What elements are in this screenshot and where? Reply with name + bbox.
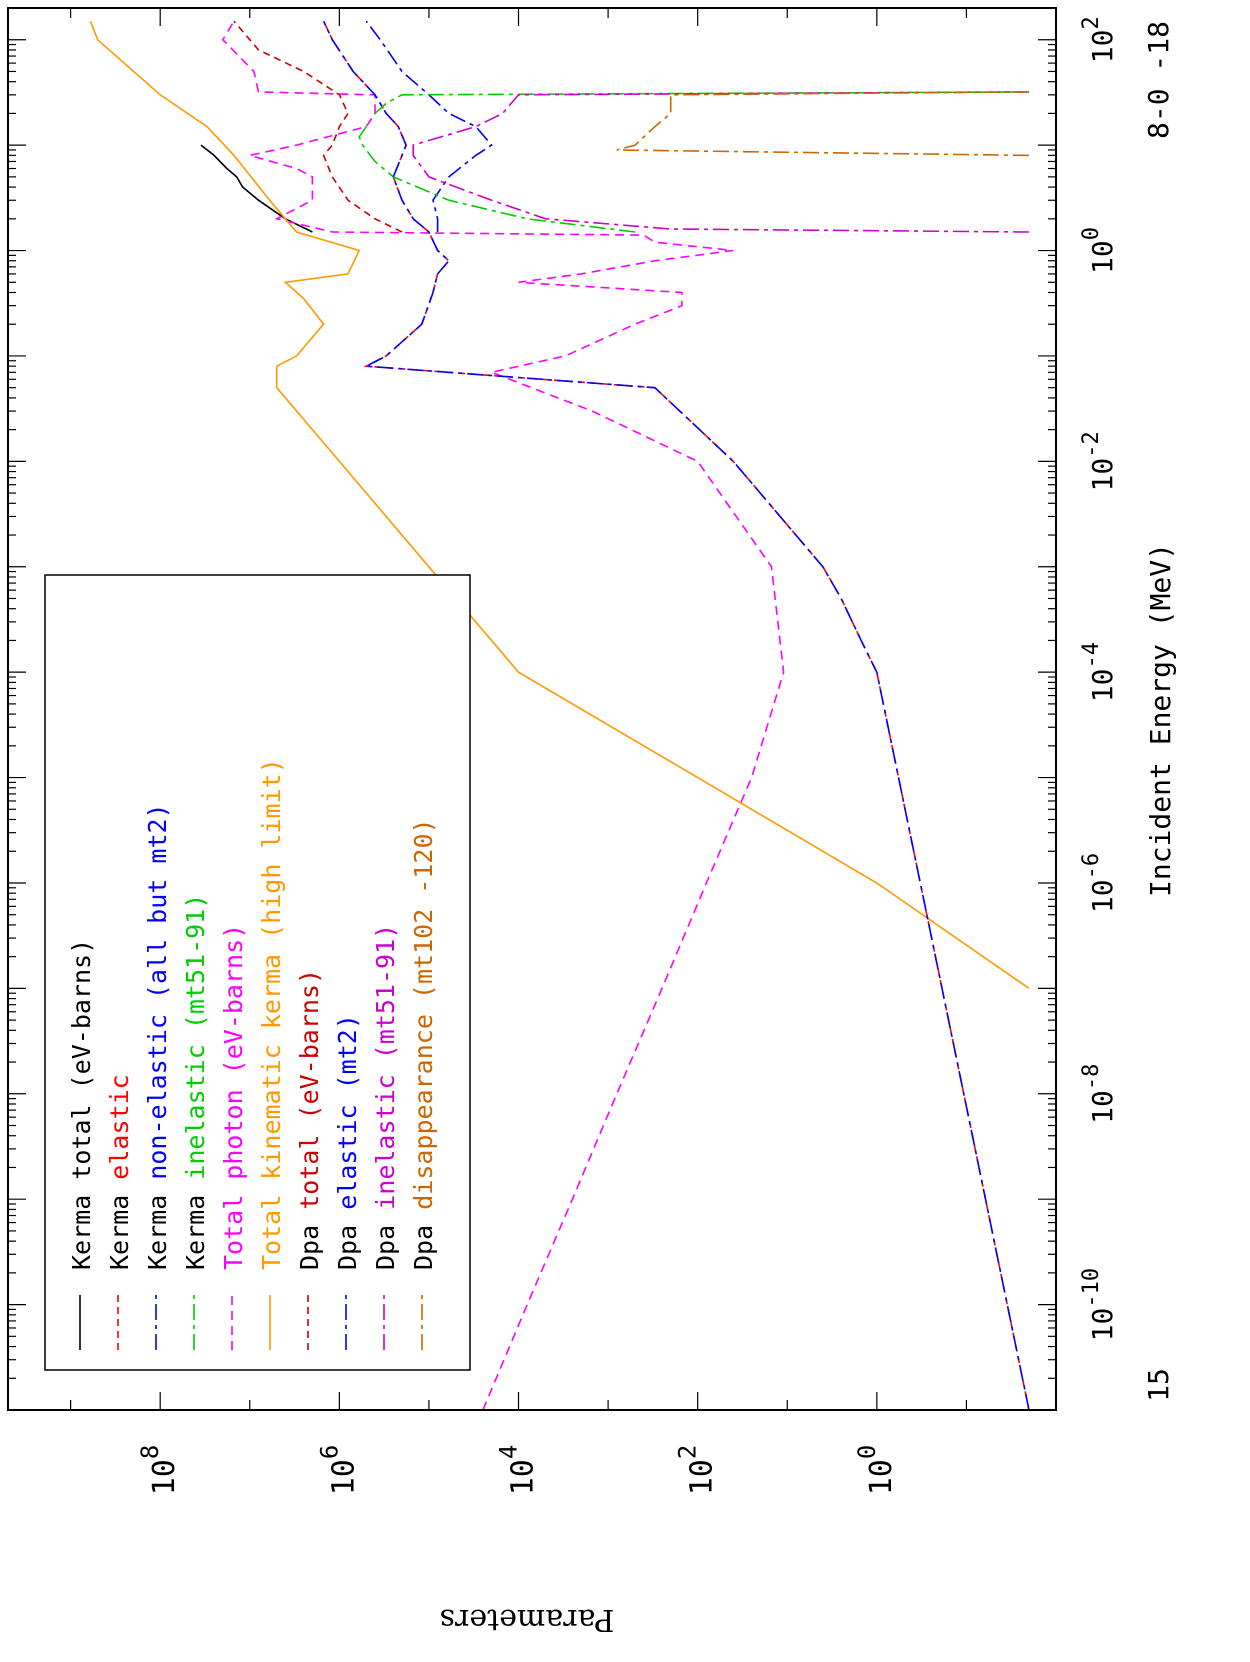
series-line-5 [89, 20, 1030, 990]
legend-label-4: Total photon (eV-barns) [219, 924, 248, 1270]
legend-label-8: Dpa inelastic (mt51-91) [371, 924, 400, 1270]
x-tick-label: 100 [1079, 227, 1119, 274]
y-tick-label: 104 [495, 1445, 541, 1496]
series-line-7 [322, 20, 1030, 1410]
series-line-0 [200, 144, 313, 233]
legend-label-2: Kerma non-elastic (all but mt2) [143, 803, 172, 1270]
legend-label-0: Kerma total (eV-barns) [67, 939, 96, 1270]
series-line-9 [616, 91, 1030, 157]
annotation-left: 15 [1142, 1368, 1175, 1402]
x-tick-label: 10-2 [1079, 431, 1119, 491]
x-tick-label: 102 [1079, 16, 1119, 63]
legend-label-9: Dpa disappearance (mt102 -120) [409, 818, 438, 1270]
y-tick-label: 106 [315, 1445, 361, 1496]
series-line-2 [365, 20, 493, 232]
x-tick-label: 10-6 [1079, 853, 1119, 913]
y-tick-label: 108 [136, 1445, 182, 1496]
series-line-4 [221, 20, 785, 1410]
legend-label-1: Kerma elastic [105, 1074, 134, 1270]
legend-label-3: Kerma inelastic (mt51-91) [181, 894, 210, 1270]
x-tick-label: 10-10 [1079, 1268, 1119, 1341]
series-line-8 [412, 91, 1030, 233]
legend-label-5: Total kinematic kerma (high limit) [257, 758, 286, 1270]
legend-box [44, 574, 471, 1371]
annotation-right: 8-0 -18 [1142, 21, 1175, 139]
x-tick-label: 10-4 [1079, 642, 1119, 702]
y-tick-label: 102 [674, 1445, 720, 1496]
plot-frame [7, 7, 1057, 1411]
x-tick-label: 10-8 [1079, 1064, 1119, 1124]
legend-label-6: Dpa total (eV-barns) [295, 969, 324, 1270]
y-axis-title: Parameters [440, 1602, 615, 1637]
x-axis-title: Incident Energy (MeV) [1144, 543, 1177, 897]
y-tick-label: 100 [853, 1445, 899, 1496]
series-line-6 [233, 20, 403, 233]
legend-label-7: Dpa elastic (mt2) [333, 1014, 362, 1270]
